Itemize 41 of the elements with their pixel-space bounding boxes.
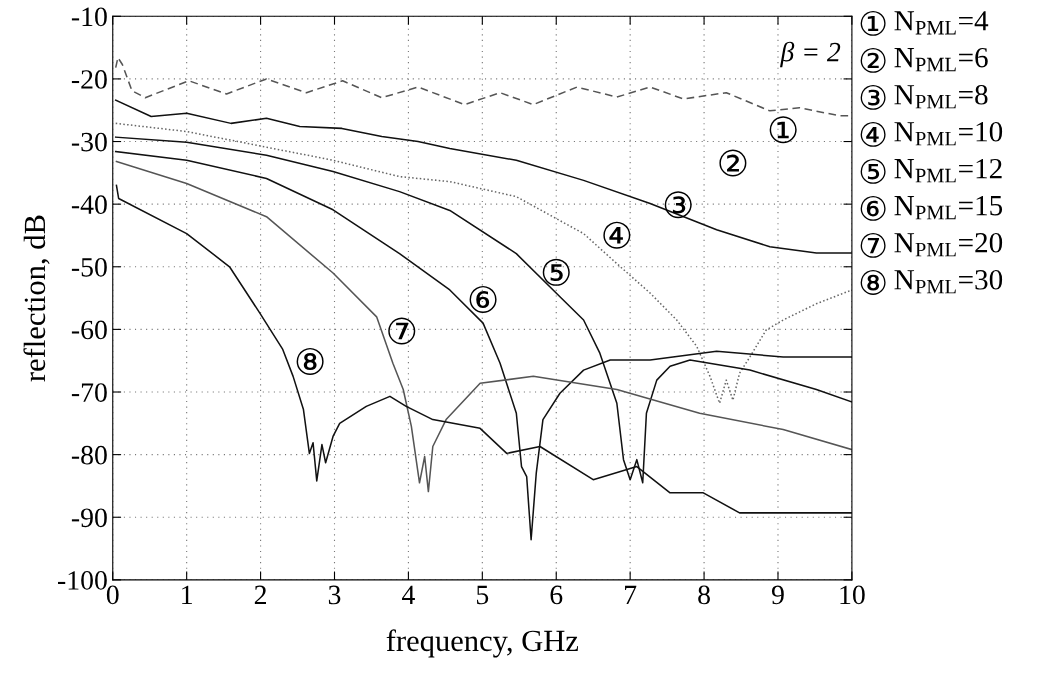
y-tick-label: -30 bbox=[71, 132, 107, 152]
text: ① N$_{PML}$=4 bbox=[860, 10, 989, 36]
y-tick-label: -70 bbox=[71, 383, 107, 402]
x-tick-label: 7 bbox=[625, 585, 637, 604]
y-tick-label: -20 bbox=[71, 70, 107, 89]
text: ④ N$_{PML}$=10 bbox=[860, 121, 1003, 147]
x-tick-label: 2 bbox=[254, 585, 266, 604]
x-tick-label: 10 bbox=[840, 585, 865, 605]
x-tick-label: 1 bbox=[182, 585, 192, 604]
line-series bbox=[114, 99, 852, 254]
x-tick-label: 4 bbox=[402, 585, 415, 604]
annotation: ⑧ bbox=[296, 347, 324, 375]
text: ② N$_{PML}$=6 bbox=[860, 47, 988, 73]
x-tick-label: 6 bbox=[550, 585, 563, 605]
y-tick-label: -40 bbox=[71, 195, 107, 215]
annotation: ⑤ bbox=[542, 258, 570, 286]
x-tick-label: 0 bbox=[106, 585, 119, 605]
y-tick-label: -100 bbox=[58, 571, 107, 590]
annotation: ⑥ bbox=[469, 285, 497, 313]
text: ⑦ N$_{PML}$=20 bbox=[860, 232, 1003, 258]
text: ⑥ N$_{PML}$=15 bbox=[860, 195, 1003, 221]
annotation: ⑦ bbox=[388, 317, 416, 345]
annotation: ③ bbox=[664, 191, 692, 219]
y-axis-title: reflection, dB bbox=[23, 215, 50, 382]
x-tick-label: 3 bbox=[328, 585, 341, 605]
y-tick-label: -90 bbox=[71, 508, 107, 528]
text: ⑤ N$_{PML}$=12 bbox=[860, 158, 1002, 184]
x-tick-label: 9 bbox=[771, 585, 784, 605]
x-axis-title: frequency, GHz bbox=[386, 629, 579, 658]
y-tick-label: -10 bbox=[71, 7, 107, 27]
y-tick-label: -80 bbox=[71, 445, 107, 465]
annotation: β = 2 bbox=[780, 41, 841, 68]
text: ⑧ N$_{PML}$=30 bbox=[860, 269, 1003, 295]
text: ③ N$_{PML}$=8 bbox=[860, 84, 988, 110]
x-tick-label: 5 bbox=[477, 585, 489, 605]
y-tick-label: -60 bbox=[71, 320, 107, 340]
annotation: ④ bbox=[603, 221, 631, 249]
x-tick-label: 8 bbox=[698, 585, 710, 605]
annotation: ① bbox=[769, 116, 797, 144]
annotation: ② bbox=[719, 149, 747, 177]
y-tick-label: -50 bbox=[71, 257, 107, 277]
